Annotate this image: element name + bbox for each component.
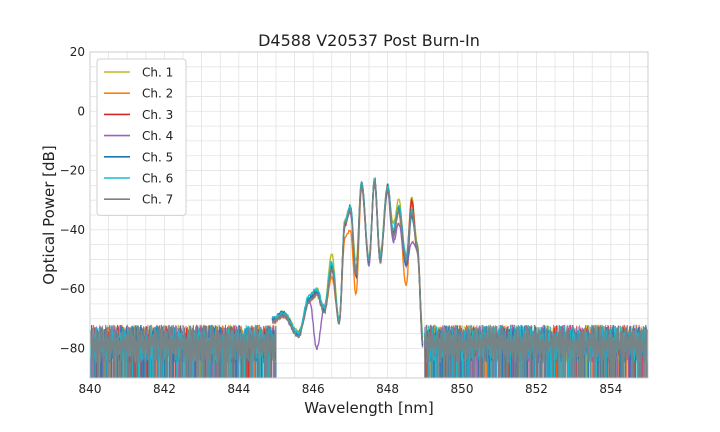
x-tick-label: 854 <box>599 382 622 396</box>
legend-label-5: Ch. 5 <box>142 150 173 164</box>
series-line-7 <box>272 179 424 344</box>
legend-box <box>96 58 187 216</box>
x-tick-label: 850 <box>451 382 474 396</box>
x-tick-label: 848 <box>376 382 399 396</box>
x-tick-label: 852 <box>525 382 548 396</box>
legend-label-2: Ch. 2 <box>142 87 173 101</box>
y-tick-label: 20 <box>70 45 85 59</box>
y-tick-label: −20 <box>60 164 85 178</box>
x-tick-label: 840 <box>79 382 102 396</box>
y-tick-label: 0 <box>77 104 85 118</box>
legend-label-1: Ch. 1 <box>142 66 173 80</box>
chart-title: D4588 V20537 Post Burn-In <box>258 31 480 50</box>
x-tick-label: 846 <box>302 382 325 396</box>
series-line-6 <box>272 177 424 338</box>
noise-trace-7 <box>424 324 649 378</box>
series-group <box>271 176 424 351</box>
y-tick-label: −80 <box>60 341 85 355</box>
y-tick-label: −60 <box>60 282 85 296</box>
x-axis-label: Wavelength [nm] <box>304 399 434 417</box>
legend-label-4: Ch. 4 <box>142 129 173 143</box>
plot-frame <box>89 51 649 379</box>
y-axis-label: Optical Power [dB] <box>40 145 58 284</box>
legend: Ch. 1 Ch. 2 Ch. 3 Ch. 4 Ch. 5 Ch. 6 Ch. 7 <box>96 58 187 216</box>
legend-label-3: Ch. 3 <box>142 108 173 122</box>
x-tick-label: 842 <box>153 382 176 396</box>
legend-label-6: Ch. 6 <box>142 172 173 186</box>
legend-label-7: Ch. 7 <box>142 193 173 207</box>
y-tick-label: −40 <box>60 223 85 237</box>
tick-labels: 840 842 844 846 848 850 852 854 −80 −60 −40 −20 0 20 <box>60 45 623 396</box>
x-tick-label: 844 <box>227 382 250 396</box>
noise-floor <box>89 324 649 378</box>
